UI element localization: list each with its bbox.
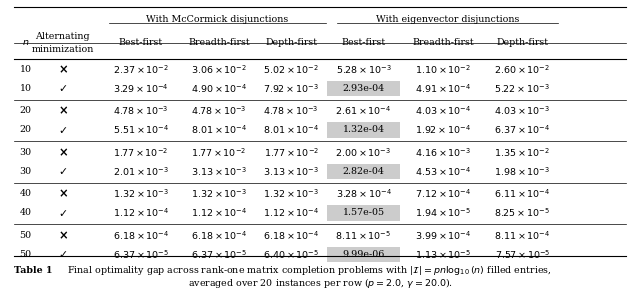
Text: $6.37 \times 10^{-5}$: $6.37 \times 10^{-5}$ (191, 248, 247, 261)
Text: $\checkmark$: $\checkmark$ (58, 125, 67, 135)
Text: Table 1: Table 1 (14, 267, 52, 275)
Text: $4.03 \times 10^{-4}$: $4.03 \times 10^{-4}$ (415, 105, 471, 117)
Text: 30: 30 (20, 148, 31, 157)
Text: $\boldsymbol{\times}$: $\boldsymbol{\times}$ (58, 63, 68, 76)
Text: 1.57e-05: 1.57e-05 (342, 208, 385, 217)
Text: Breadth-first: Breadth-first (412, 39, 474, 47)
Text: $2.37 \times 10^{-2}$: $2.37 \times 10^{-2}$ (113, 63, 169, 76)
Text: 30: 30 (20, 167, 31, 176)
Text: $4.78 \times 10^{-3}$: $4.78 \times 10^{-3}$ (264, 105, 319, 117)
Text: $1.32 \times 10^{-3}$: $1.32 \times 10^{-3}$ (113, 187, 169, 200)
Text: Depth-first: Depth-first (496, 39, 548, 47)
Text: 1.32e-04: 1.32e-04 (342, 126, 385, 134)
Text: $\boldsymbol{\times}$: $\boldsymbol{\times}$ (58, 187, 68, 200)
Text: $5.51 \times 10^{-4}$: $5.51 \times 10^{-4}$ (113, 124, 169, 136)
Text: 2.93e-04: 2.93e-04 (342, 84, 385, 93)
Text: $4.53 \times 10^{-4}$: $4.53 \times 10^{-4}$ (415, 165, 471, 178)
Text: $8.25 \times 10^{-5}$: $8.25 \times 10^{-5}$ (494, 206, 550, 219)
Text: $3.28 \times 10^{-4}$: $3.28 \times 10^{-4}$ (335, 187, 392, 200)
Text: $5.22 \times 10^{-3}$: $5.22 \times 10^{-3}$ (494, 82, 550, 95)
Text: With McCormick disjunctions: With McCormick disjunctions (147, 15, 289, 24)
Text: $8.11 \times 10^{-4}$: $8.11 \times 10^{-4}$ (494, 229, 550, 242)
Text: $1.77 \times 10^{-2}$: $1.77 \times 10^{-2}$ (264, 146, 319, 159)
Text: $4.90 \times 10^{-4}$: $4.90 \times 10^{-4}$ (191, 82, 247, 95)
Text: 20: 20 (20, 107, 31, 115)
Text: $4.03 \times 10^{-3}$: $4.03 \times 10^{-3}$ (494, 105, 550, 117)
Bar (326, 81, 401, 96)
Text: Depth-first: Depth-first (265, 39, 317, 47)
Text: $7.12 \times 10^{-4}$: $7.12 \times 10^{-4}$ (415, 187, 471, 200)
Text: $1.10 \times 10^{-2}$: $1.10 \times 10^{-2}$ (415, 63, 471, 76)
Text: $6.37 \times 10^{-5}$: $6.37 \times 10^{-5}$ (113, 248, 169, 261)
Text: $7.92 \times 10^{-3}$: $7.92 \times 10^{-3}$ (263, 82, 319, 95)
Text: $1.77 \times 10^{-2}$: $1.77 \times 10^{-2}$ (191, 146, 246, 159)
Text: $3.06 \times 10^{-2}$: $3.06 \times 10^{-2}$ (191, 63, 247, 76)
Text: 9.99e-06: 9.99e-06 (342, 250, 385, 259)
Text: $1.92 \times 10^{-4}$: $1.92 \times 10^{-4}$ (415, 124, 471, 136)
Text: Alternating: Alternating (35, 32, 90, 41)
Text: $6.18 \times 10^{-4}$: $6.18 \times 10^{-4}$ (113, 229, 169, 242)
Text: $1.12 \times 10^{-4}$: $1.12 \times 10^{-4}$ (113, 206, 169, 219)
Text: $1.12 \times 10^{-4}$: $1.12 \times 10^{-4}$ (263, 206, 319, 219)
Text: $\boldsymbol{\times}$: $\boldsymbol{\times}$ (58, 229, 68, 242)
Text: $\checkmark$: $\checkmark$ (58, 249, 67, 259)
Text: $4.16 \times 10^{-3}$: $4.16 \times 10^{-3}$ (415, 146, 471, 159)
Text: $\checkmark$: $\checkmark$ (58, 208, 67, 218)
Text: $\boldsymbol{\times}$: $\boldsymbol{\times}$ (58, 146, 68, 159)
Bar (326, 122, 401, 138)
Text: $8.01 \times 10^{-4}$: $8.01 \times 10^{-4}$ (191, 124, 247, 136)
Text: Final optimality gap across rank-one matrix completion problems with $|\mathcal{: Final optimality gap across rank-one mat… (67, 265, 552, 277)
Text: 40: 40 (20, 208, 31, 217)
Text: $1.32 \times 10^{-3}$: $1.32 \times 10^{-3}$ (263, 187, 319, 200)
Text: 20: 20 (20, 126, 31, 134)
Text: $\checkmark$: $\checkmark$ (58, 166, 67, 176)
Text: 40: 40 (20, 190, 31, 198)
Text: $4.78 \times 10^{-3}$: $4.78 \times 10^{-3}$ (191, 105, 246, 117)
Bar (326, 164, 401, 179)
Text: 50: 50 (20, 250, 31, 259)
Text: $3.29 \times 10^{-4}$: $3.29 \times 10^{-4}$ (113, 82, 169, 95)
Text: $\boldsymbol{\times}$: $\boldsymbol{\times}$ (58, 105, 68, 117)
Text: minimization: minimization (31, 45, 94, 54)
Text: $1.98 \times 10^{-3}$: $1.98 \times 10^{-3}$ (494, 165, 550, 178)
Text: Best-first: Best-first (119, 39, 163, 47)
Text: Breadth-first: Breadth-first (188, 39, 250, 47)
Text: $2.61 \times 10^{-4}$: $2.61 \times 10^{-4}$ (335, 105, 392, 117)
Text: 2.82e-04: 2.82e-04 (342, 167, 385, 176)
Bar (326, 246, 401, 262)
Text: $5.02 \times 10^{-2}$: $5.02 \times 10^{-2}$ (263, 63, 319, 76)
Text: $2.00 \times 10^{-3}$: $2.00 \times 10^{-3}$ (335, 146, 392, 159)
Text: $6.18 \times 10^{-4}$: $6.18 \times 10^{-4}$ (263, 229, 319, 242)
Text: $\checkmark$: $\checkmark$ (58, 84, 67, 93)
Text: 10: 10 (20, 84, 31, 93)
Text: $6.18 \times 10^{-4}$: $6.18 \times 10^{-4}$ (191, 229, 247, 242)
Text: $1.94 \times 10^{-5}$: $1.94 \times 10^{-5}$ (415, 206, 471, 219)
Text: $8.01 \times 10^{-4}$: $8.01 \times 10^{-4}$ (263, 124, 319, 136)
Text: $6.37 \times 10^{-4}$: $6.37 \times 10^{-4}$ (494, 124, 550, 136)
Text: 50: 50 (20, 231, 31, 240)
Text: $6.40 \times 10^{-5}$: $6.40 \times 10^{-5}$ (263, 248, 319, 261)
Text: $6.11 \times 10^{-4}$: $6.11 \times 10^{-4}$ (494, 187, 550, 200)
Text: $8.11 \times 10^{-5}$: $8.11 \times 10^{-5}$ (335, 229, 392, 242)
Text: $3.13 \times 10^{-3}$: $3.13 \times 10^{-3}$ (263, 165, 319, 178)
Text: 10: 10 (20, 65, 31, 74)
Text: $5.28 \times 10^{-3}$: $5.28 \times 10^{-3}$ (335, 63, 392, 76)
Text: $1.32 \times 10^{-3}$: $1.32 \times 10^{-3}$ (191, 187, 247, 200)
Text: With eigenvector disjunctions: With eigenvector disjunctions (376, 15, 520, 24)
Text: $1.12 \times 10^{-4}$: $1.12 \times 10^{-4}$ (191, 206, 247, 219)
Text: $2.01 \times 10^{-3}$: $2.01 \times 10^{-3}$ (113, 165, 169, 178)
Text: $1.13 \times 10^{-5}$: $1.13 \times 10^{-5}$ (415, 248, 471, 261)
Text: $4.78 \times 10^{-3}$: $4.78 \times 10^{-3}$ (113, 105, 168, 117)
Text: $n$: $n$ (22, 39, 29, 47)
Text: $7.57 \times 10^{-5}$: $7.57 \times 10^{-5}$ (495, 248, 550, 261)
Text: $4.91 \times 10^{-4}$: $4.91 \times 10^{-4}$ (415, 82, 471, 95)
Text: averaged over 20 instances per row ($p = 2.0$, $\gamma = 20.0$).: averaged over 20 instances per row ($p =… (188, 276, 452, 290)
Text: $1.35 \times 10^{-2}$: $1.35 \times 10^{-2}$ (494, 146, 550, 159)
Text: $3.13 \times 10^{-3}$: $3.13 \times 10^{-3}$ (191, 165, 247, 178)
Bar (326, 205, 401, 221)
Text: $1.77 \times 10^{-2}$: $1.77 \times 10^{-2}$ (113, 146, 168, 159)
Text: $3.99 \times 10^{-4}$: $3.99 \times 10^{-4}$ (415, 229, 471, 242)
Text: $2.60 \times 10^{-2}$: $2.60 \times 10^{-2}$ (494, 63, 550, 76)
Text: Best-first: Best-first (342, 39, 385, 47)
